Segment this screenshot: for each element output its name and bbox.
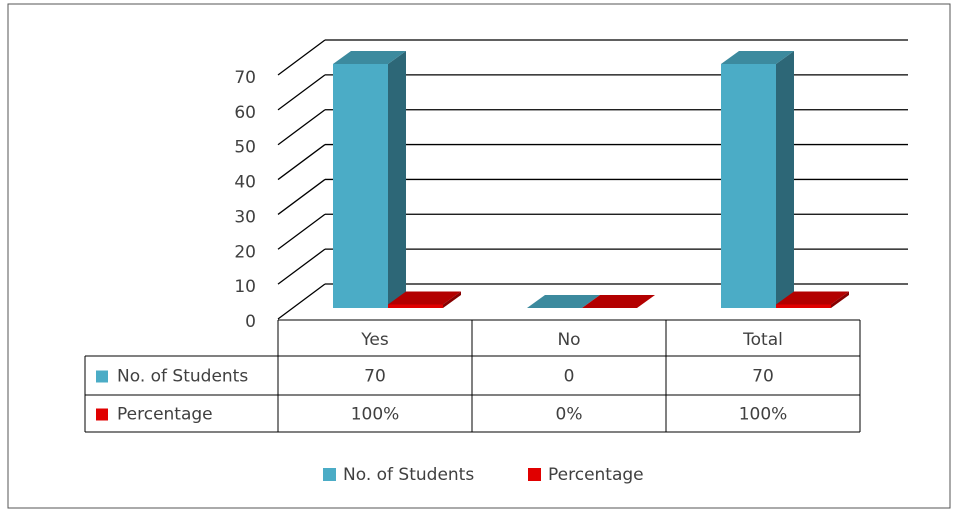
y-tick-label: 60 <box>234 103 256 123</box>
legend-label: No. of Students <box>343 465 474 485</box>
bar-front <box>388 304 443 308</box>
bar-side <box>443 291 461 308</box>
data-label: 70 <box>364 367 386 387</box>
y-tick-label: 20 <box>234 242 256 262</box>
y-tick-label: 30 <box>234 207 256 227</box>
x-tick-label: No <box>557 330 580 350</box>
grid-line-side <box>277 178 326 215</box>
bar-top <box>582 295 655 308</box>
legend-key <box>323 468 336 481</box>
y-tick-label: 0 <box>245 312 256 332</box>
table-legend-key <box>96 408 108 421</box>
grid-line-side <box>277 248 326 285</box>
grid-line-side <box>277 144 326 181</box>
bar-top <box>527 295 600 308</box>
bar <box>527 295 600 308</box>
bar-top <box>721 51 794 64</box>
bar <box>776 291 849 308</box>
data-label: 0 <box>564 367 575 387</box>
y-tick-label: 70 <box>234 68 256 88</box>
bar-side <box>388 51 406 308</box>
grid-line-side <box>277 213 326 250</box>
y-tick-label: 40 <box>234 173 256 193</box>
grid-line-side <box>277 109 326 146</box>
bar-front <box>333 64 388 308</box>
grid-line-side <box>277 74 326 111</box>
data-label: 100% <box>739 405 788 425</box>
table-row-label: Percentage <box>117 405 213 425</box>
x-tick-label: Yes <box>360 330 389 350</box>
grid-line-side <box>277 39 326 76</box>
x-tick-label: Total <box>742 330 783 350</box>
bar-top <box>388 291 461 305</box>
y-tick-label: 10 <box>234 277 256 297</box>
table-legend-key <box>96 370 108 383</box>
y-tick-label: 50 <box>234 138 256 158</box>
bar <box>721 51 794 308</box>
bar-front <box>721 64 776 308</box>
bar-front <box>776 304 831 308</box>
bar <box>333 51 406 308</box>
data-label: 70 <box>752 367 774 387</box>
data-label: 100% <box>351 405 400 425</box>
legend-label: Percentage <box>548 465 644 485</box>
bar <box>388 291 461 308</box>
bar <box>582 295 655 308</box>
table-row-label: No. of Students <box>117 367 248 387</box>
grid-line-side <box>277 283 326 320</box>
bar-side <box>831 291 849 308</box>
legend-key <box>528 468 541 481</box>
bar-top <box>333 51 406 64</box>
bar-top <box>776 291 849 305</box>
data-label: 0% <box>556 405 583 425</box>
bar-side <box>776 51 794 308</box>
